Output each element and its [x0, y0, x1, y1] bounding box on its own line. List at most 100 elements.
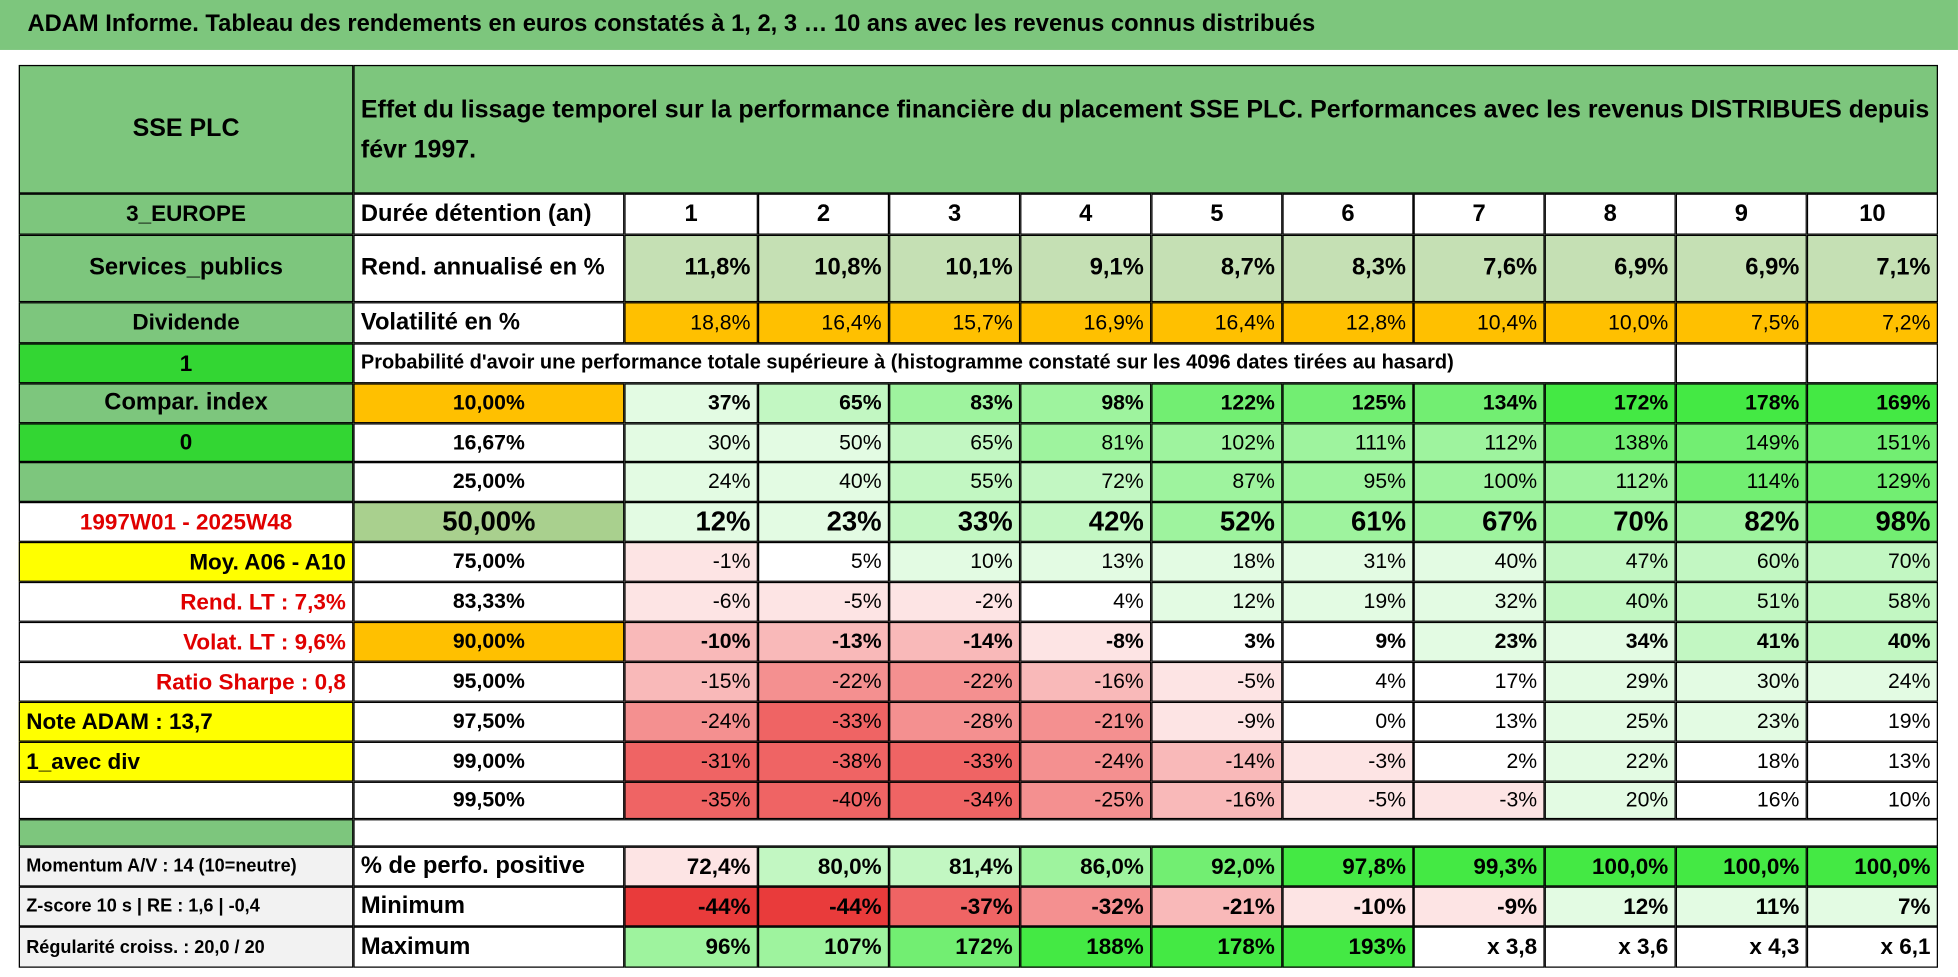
row-header: % de perfo. positive — [353, 846, 625, 887]
row-header: Maximum — [353, 926, 625, 968]
value-cell: 32% — [1413, 581, 1545, 622]
row-header: Durée détention (an) — [353, 193, 625, 235]
value-cell: -34% — [889, 781, 1021, 820]
value-cell: -31% — [624, 741, 758, 782]
value-cell: 58% — [1806, 581, 1938, 622]
cell — [1675, 343, 1807, 384]
value-cell: 4% — [1282, 661, 1414, 702]
duration-header: 3 — [889, 193, 1021, 235]
value-cell: 10,8% — [757, 234, 890, 303]
value-cell: 51% — [1675, 581, 1807, 622]
value-cell: 4% — [1020, 581, 1152, 622]
value-cell: 122% — [1151, 383, 1283, 424]
value-cell: 13% — [1806, 741, 1938, 782]
value-cell: 60% — [1675, 541, 1807, 582]
value-cell: 10% — [889, 541, 1021, 582]
value-cell: -10% — [624, 621, 758, 662]
value-cell: 23% — [757, 501, 890, 542]
value-cell: 16,9% — [1020, 302, 1152, 344]
value-cell: 16% — [1675, 781, 1807, 820]
value-cell: 98% — [1020, 383, 1152, 424]
value-cell: 15,7% — [889, 302, 1021, 344]
value-cell: 18,8% — [624, 302, 758, 344]
value-cell: 16,4% — [757, 302, 890, 344]
value-cell: -13% — [757, 621, 890, 662]
value-cell: -37% — [889, 886, 1021, 927]
value-cell: -28% — [889, 701, 1021, 742]
value-cell: -22% — [889, 661, 1021, 702]
value-cell: 193% — [1282, 926, 1414, 968]
row-label: 1997W01 - 2025W48 — [18, 501, 354, 542]
value-cell: 138% — [1544, 423, 1676, 463]
duration-header: 4 — [1020, 193, 1152, 235]
duration-header: 7 — [1413, 193, 1545, 235]
value-cell: 55% — [889, 462, 1021, 502]
value-cell: -44% — [624, 886, 758, 927]
value-cell: 134% — [1413, 383, 1545, 424]
value-cell: 100,0% — [1675, 846, 1807, 887]
description: Effet du lissage temporel sur la perform… — [353, 64, 1938, 194]
row-label — [18, 781, 354, 820]
row-label: Dividende — [18, 302, 354, 344]
value-cell: 99,3% — [1413, 846, 1545, 887]
value-cell: 6,9% — [1544, 234, 1676, 303]
value-cell: -1% — [624, 541, 758, 582]
value-cell: -35% — [624, 781, 758, 820]
value-cell: 40% — [1544, 581, 1676, 622]
value-cell: 83% — [889, 383, 1021, 424]
value-cell: 82% — [1675, 501, 1807, 542]
value-cell: 129% — [1806, 462, 1938, 502]
value-cell: 24% — [1806, 661, 1938, 702]
value-cell: 65% — [757, 383, 890, 424]
value-cell: 6,9% — [1675, 234, 1807, 303]
row-header: 16,67% — [353, 423, 625, 463]
cell — [1806, 343, 1938, 384]
duration-header: 5 — [1151, 193, 1283, 235]
value-cell: 70% — [1544, 501, 1676, 542]
value-cell: 92,0% — [1151, 846, 1283, 887]
value-cell: 7,6% — [1413, 234, 1545, 303]
value-cell: -21% — [1151, 886, 1283, 927]
value-cell: -9% — [1151, 701, 1283, 742]
value-cell: 12,8% — [1282, 302, 1414, 344]
value-cell: 87% — [1151, 462, 1283, 502]
row-label: Ratio Sharpe : 0,8 — [18, 661, 354, 702]
value-cell: 61% — [1282, 501, 1414, 542]
stock-name: SSE PLC — [18, 64, 354, 194]
value-cell: 0% — [1282, 701, 1414, 742]
row-header: 99,00% — [353, 741, 625, 782]
spacer — [18, 819, 354, 847]
value-cell: 37% — [624, 383, 758, 424]
row-header: 25,00% — [353, 462, 625, 502]
value-cell: 13% — [1020, 541, 1152, 582]
value-cell: 29% — [1544, 661, 1676, 702]
value-cell: 24% — [624, 462, 758, 502]
value-cell: -14% — [1151, 741, 1283, 782]
row-label: Services_publics — [18, 234, 354, 303]
title-bar: ADAM Informe. Tableau des rendements en … — [0, 0, 1958, 50]
value-cell: 50% — [757, 423, 890, 463]
value-cell: 7,2% — [1806, 302, 1938, 344]
row-label: 3_EUROPE — [18, 193, 354, 235]
row-label: Note ADAM : 13,7 — [18, 701, 354, 742]
value-cell: -44% — [757, 886, 890, 927]
row-header: 10,00% — [353, 383, 625, 424]
value-cell: -33% — [757, 701, 890, 742]
value-cell: 20% — [1544, 781, 1676, 820]
value-cell: 30% — [624, 423, 758, 463]
value-cell: 18% — [1675, 741, 1807, 782]
value-cell: -10% — [1282, 886, 1414, 927]
value-cell: 23% — [1413, 621, 1545, 662]
value-cell: 11,8% — [624, 234, 758, 303]
value-cell: 19% — [1806, 701, 1938, 742]
value-cell: 16,4% — [1151, 302, 1283, 344]
row-header: 83,33% — [353, 581, 625, 622]
value-cell: 2% — [1413, 741, 1545, 782]
value-cell: 18% — [1151, 541, 1283, 582]
value-cell: -9% — [1413, 886, 1545, 927]
value-cell: 10,4% — [1413, 302, 1545, 344]
duration-header: 6 — [1282, 193, 1414, 235]
value-cell: 40% — [757, 462, 890, 502]
value-cell: 100% — [1413, 462, 1545, 502]
row-label: Volat. LT : 9,6% — [18, 621, 354, 662]
